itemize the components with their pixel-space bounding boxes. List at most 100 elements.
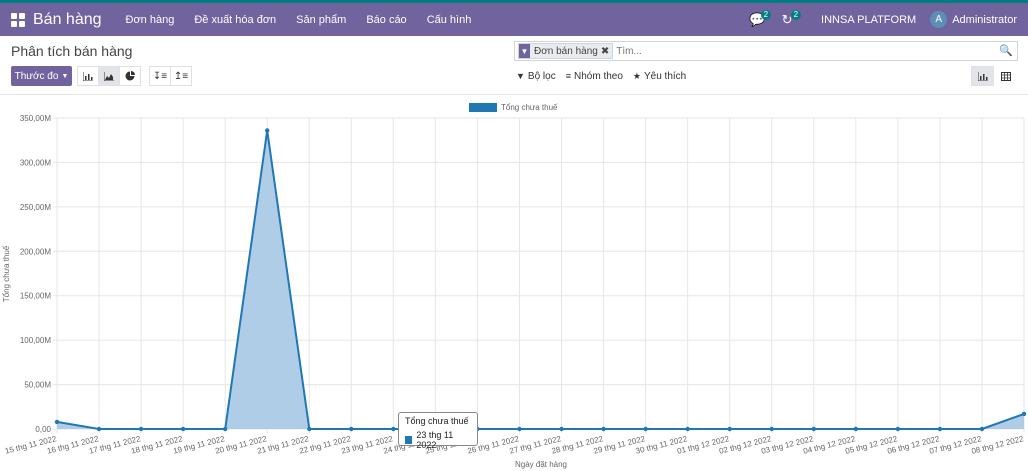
pivot-view-button[interactable] [994, 66, 1018, 86]
filter-label: Bộ lọc [527, 70, 556, 82]
graph-view-button[interactable] [971, 66, 995, 86]
data-point[interactable] [265, 128, 270, 133]
data-point[interactable] [138, 426, 144, 432]
page-title: Phân tích bán hàng [11, 43, 133, 59]
company-switcher[interactable]: INNSA PLATFORM [821, 13, 917, 26]
pie-chart-icon [125, 71, 135, 81]
data-point[interactable] [517, 426, 522, 432]
app-name[interactable]: Bán hàng [33, 10, 102, 28]
tooltip-label: 23 thg 11 2022 [416, 430, 454, 450]
search-options: ▼ Bộ lọc ≡ Nhóm theo ★ Yêu thích [516, 66, 696, 86]
sort-ascending-icon: ↥≡ [173, 70, 189, 82]
measures-label: Thước đo [14, 70, 59, 82]
favorites-label: Yêu thích [643, 70, 687, 82]
legend-label: Tổng chưa thuế [501, 103, 558, 112]
data-point[interactable] [96, 426, 102, 432]
user-avatar[interactable]: A [930, 11, 948, 28]
series-points [54, 128, 1027, 432]
bar-chart-button[interactable] [77, 66, 99, 86]
y-tick-label: 200,00M [20, 247, 51, 256]
layers-icon: ≡ [565, 71, 571, 81]
data-point[interactable] [391, 426, 396, 432]
data-point[interactable] [643, 426, 648, 432]
star-icon: ★ [632, 70, 641, 81]
data-point[interactable] [769, 426, 774, 432]
chart-tooltip: Tổng chưa thuế 23 thg 11 2022 [398, 412, 478, 450]
group-by-dropdown[interactable]: ≡ Nhóm theo [566, 71, 623, 82]
y-axis-title: Tổng chưa thuế [2, 245, 11, 302]
activities-badge: 2 [790, 9, 802, 20]
data-point[interactable] [979, 426, 985, 432]
data-point[interactable] [853, 426, 859, 432]
menu-configuration[interactable]: Cấu hình [426, 13, 472, 26]
control-panel-divider [0, 94, 1028, 95]
view-switcher [971, 66, 1018, 86]
data-point[interactable] [937, 426, 943, 432]
line-chart-button[interactable] [98, 66, 120, 86]
search-input[interactable] [616, 43, 997, 59]
data-point[interactable] [222, 426, 228, 432]
y-axis-ticks: 0,00 50,00M 100,00M 150,00M 200,00M 250,00M 30… [20, 114, 52, 434]
remove-facet-icon[interactable]: ✖ [600, 45, 610, 57]
messages-button[interactable]: 💬 2 [747, 9, 772, 30]
sort-descending-icon: ↧≡ [152, 70, 168, 82]
clock-icon: ↻ [781, 11, 793, 27]
menu-orders[interactable]: Đơn hàng [125, 13, 175, 26]
data-point[interactable] [685, 426, 690, 432]
data-point[interactable] [895, 426, 901, 432]
y-tick-label: 350,00M [20, 114, 51, 123]
menu-invoice-proposals[interactable]: Đề xuất hóa đơn [194, 13, 277, 26]
menu-reports[interactable]: Báo cáo [366, 13, 407, 26]
data-point[interactable] [811, 426, 816, 432]
data-point[interactable] [349, 426, 354, 432]
top-accent-line [0, 0, 1028, 3]
data-point[interactable] [1021, 411, 1027, 417]
bar-chart-icon [83, 71, 93, 81]
area-chart-icon [104, 71, 114, 81]
filter-icon: ▼ [516, 71, 525, 81]
caret-down-icon: ▼ [61, 72, 69, 80]
search-icon[interactable]: 🔍 [999, 45, 1013, 57]
sort-descending-button[interactable]: ↧≡ [149, 66, 171, 86]
search-bar: ▼ Đơn bán hàng ✖ 🔍 [514, 41, 1018, 61]
y-tick-label: 50,00M [24, 381, 51, 390]
data-point[interactable] [727, 426, 732, 432]
sort-group: ↧≡ ↥≡ [149, 66, 192, 86]
messages-badge: 2 [760, 9, 772, 20]
pie-chart-button[interactable] [119, 66, 141, 86]
sort-ascending-button[interactable]: ↥≡ [170, 66, 192, 86]
table-grid-icon [1001, 71, 1011, 81]
data-point[interactable] [559, 426, 564, 432]
y-tick-label: 100,00M [20, 336, 51, 345]
y-tick-label: 150,00M [20, 292, 51, 301]
sales-area-chart: 0,00 50,00M 100,00M 150,00M 200,00M 250,00M 30… [2, 103, 1027, 469]
search-facet-label: Đơn bán hàng [534, 45, 598, 57]
tooltip-title: Tổng chưa thuế [405, 416, 469, 426]
measures-dropdown-button[interactable]: Thước đo ▼ [11, 66, 72, 86]
tooltip-swatch [405, 436, 413, 444]
filter-dropdown[interactable]: ▼ Bộ lọc [516, 71, 556, 82]
menu-products[interactable]: Sản phẩm [296, 13, 347, 26]
chart-legend[interactable]: Tổng chưa thuế [469, 103, 558, 112]
activities-button[interactable]: ↻ 2 [777, 9, 802, 30]
favorites-dropdown[interactable]: ★ Yêu thích [633, 71, 686, 82]
filter-funnel-icon: ▼ [519, 44, 530, 58]
group-by-label: Nhóm theo [573, 70, 623, 82]
data-point[interactable] [180, 426, 186, 432]
legend-swatch [469, 103, 497, 112]
x-axis-title: Ngày đặt hàng [515, 460, 567, 469]
user-menu[interactable]: Administrator [952, 13, 1017, 26]
app-switcher-icon[interactable] [11, 12, 25, 27]
data-point[interactable] [54, 419, 60, 425]
chart-grid [53, 117, 1025, 433]
data-point[interactable] [601, 426, 606, 432]
y-tick-label: 300,00M [20, 158, 51, 167]
search-facet: ▼ Đơn bán hàng ✖ [518, 43, 614, 59]
top-navbar: Bán hàng Đơn hàng Đề xuất hóa đơn Sản ph… [0, 3, 1028, 36]
graph-view-icon [978, 71, 988, 81]
y-tick-label: 250,00M [20, 203, 51, 212]
y-tick-label: 0,00 [35, 425, 51, 434]
data-point[interactable] [307, 426, 312, 432]
series-line [56, 130, 1025, 430]
